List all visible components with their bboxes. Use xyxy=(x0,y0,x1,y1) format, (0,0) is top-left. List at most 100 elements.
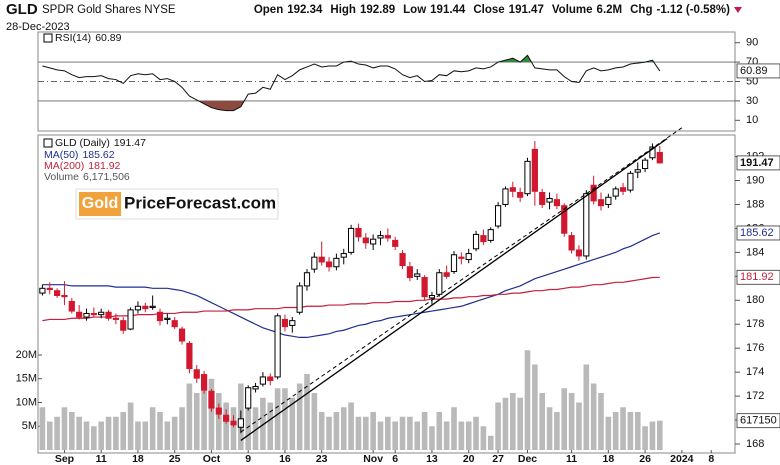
volume-bar xyxy=(289,397,296,450)
volume-bar xyxy=(524,350,531,450)
candle-body xyxy=(178,328,186,342)
candle-body xyxy=(428,294,436,299)
volume-bar xyxy=(193,393,200,450)
watermark-brand: Gold xyxy=(82,195,118,212)
volume-bar xyxy=(304,374,310,450)
legend-entry: RSI(14) 60.89 xyxy=(55,32,122,44)
legend-entry: Volume 6,171,506 xyxy=(44,171,130,183)
volume-bar xyxy=(620,407,626,450)
candle-body xyxy=(333,257,340,268)
candle-body xyxy=(201,374,208,391)
candle-body xyxy=(502,188,509,205)
volume-bar xyxy=(385,416,391,450)
quote-label: Volume xyxy=(552,4,593,16)
legend-name: GLD (Daily) xyxy=(55,137,110,149)
close-tag: 191.47 xyxy=(740,157,774,169)
y-tick-label: 184 xyxy=(746,246,764,258)
candle-body xyxy=(318,256,325,263)
x-tick-label: 23 xyxy=(316,453,328,465)
volume-bar xyxy=(186,383,193,450)
candle-body xyxy=(656,151,663,164)
x-tick-label: Oct xyxy=(203,453,221,465)
quote-value: 192.34 xyxy=(287,4,323,16)
volume-tag-box xyxy=(736,413,780,429)
candle-body xyxy=(259,376,266,385)
candle-body xyxy=(303,272,311,287)
y-tick-label: 176 xyxy=(746,342,764,354)
candle-body xyxy=(487,229,494,241)
candle-body xyxy=(619,187,627,192)
candle-body xyxy=(230,420,237,426)
rsi-tick-label: 10 xyxy=(746,114,758,126)
volume-bar xyxy=(260,397,266,450)
company: SPDR Gold Shares xyxy=(42,4,141,16)
candle-body xyxy=(575,249,583,257)
trend-line xyxy=(240,138,668,441)
quote-value: 191.47 xyxy=(509,4,544,16)
candle-body xyxy=(370,238,377,245)
volume-bar xyxy=(576,402,582,450)
candle-body xyxy=(465,253,472,261)
candle-body xyxy=(561,205,568,234)
volume-bar xyxy=(355,416,362,450)
candle-body xyxy=(281,318,289,328)
volume-bar xyxy=(326,416,332,450)
volume-bar xyxy=(657,420,663,450)
candle-body xyxy=(458,256,465,259)
candle-body xyxy=(612,188,619,197)
volume-bar xyxy=(46,421,53,450)
volume-bar xyxy=(436,412,443,450)
volume-bar xyxy=(429,426,435,450)
volume-bar xyxy=(120,412,127,450)
candle-body xyxy=(142,305,149,310)
candle-body xyxy=(348,227,355,253)
x-tick-label: Sep xyxy=(55,453,74,465)
candle-body xyxy=(509,187,516,192)
volume-bar xyxy=(612,412,619,450)
volume-bar xyxy=(554,412,560,450)
candle-body xyxy=(443,272,450,277)
volume-bar xyxy=(54,416,60,450)
legend-icon xyxy=(43,138,53,148)
x-tick-label: 18 xyxy=(132,453,144,465)
volume-bar xyxy=(539,393,545,450)
x-tick-label: 16 xyxy=(279,453,291,465)
quote-label: High xyxy=(330,4,356,16)
candle-body xyxy=(289,320,296,326)
candle-body xyxy=(186,342,193,370)
volume-bar xyxy=(649,421,656,450)
volume-bar xyxy=(274,388,281,450)
quote-value: -1.12 (-0.58%) xyxy=(656,4,730,16)
candle-body xyxy=(237,418,244,428)
x-tick-label: Dec xyxy=(518,453,537,465)
candle-body xyxy=(127,309,134,330)
candle-body xyxy=(377,235,384,239)
candle-body xyxy=(208,390,215,409)
volume-bar xyxy=(296,383,303,450)
volume-bar xyxy=(399,416,406,450)
volume-bar xyxy=(510,393,516,450)
x-tick-label: 2024 xyxy=(670,453,694,465)
volume-bar xyxy=(517,397,523,450)
volume-bar xyxy=(532,364,538,450)
volume-bar xyxy=(69,412,75,450)
volume-bar xyxy=(230,407,237,450)
candle-body xyxy=(68,300,75,312)
volume-bar xyxy=(370,412,376,450)
volume-bar xyxy=(105,416,112,450)
volume-bar xyxy=(223,402,229,450)
quote-label: Chg xyxy=(630,4,652,16)
candle-body xyxy=(245,387,252,409)
candle-body xyxy=(472,233,480,250)
candle-body xyxy=(539,191,546,205)
candle-body xyxy=(406,266,413,279)
quote-value: 191.44 xyxy=(430,4,466,16)
volume-bar xyxy=(627,412,634,450)
legend-name: Volume xyxy=(44,171,79,183)
volume-bar xyxy=(598,393,604,450)
candle-body xyxy=(215,407,222,415)
candle-body xyxy=(46,287,53,291)
volume-bar xyxy=(311,393,318,450)
y-tick-label: 190 xyxy=(746,174,764,186)
candle-body xyxy=(193,369,200,379)
